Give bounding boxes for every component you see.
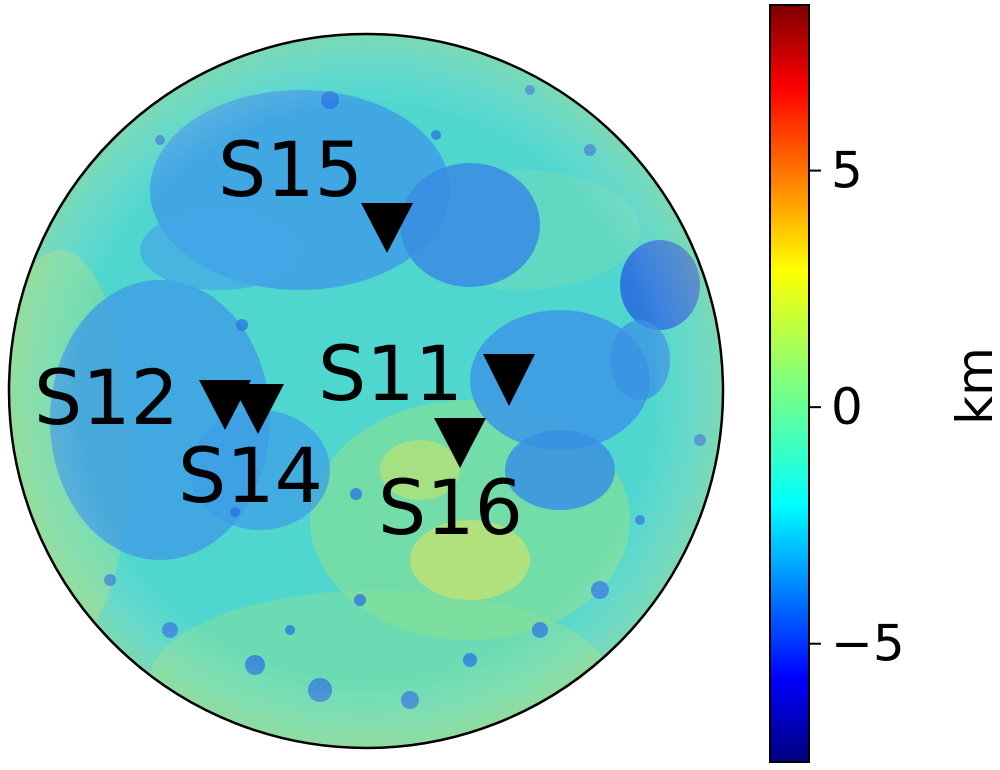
moon-disk <box>7 32 725 750</box>
colorbar-axis-label: km <box>946 347 1000 425</box>
station-s12-label: S12 <box>34 353 179 442</box>
colorbar-tick-label: 5 <box>831 142 863 200</box>
station-s16-label: S16 <box>378 463 523 552</box>
station-s15-triangle-marker <box>361 203 413 253</box>
station-s12: S12 <box>34 353 251 442</box>
station-s14-triangle-marker <box>232 384 284 434</box>
station-s16: S16 <box>378 418 523 552</box>
colorbar-tick-label: 0 <box>831 378 863 436</box>
elevation-colorbar: 5 0 −5 km <box>769 4 1000 763</box>
colorbar-tick-label: −5 <box>831 615 905 673</box>
station-s11-triangle-marker <box>483 354 535 406</box>
topography-shading <box>9 34 723 748</box>
station-s16-triangle-marker <box>434 418 486 468</box>
station-s14: S14 <box>178 384 323 520</box>
colorbar-gradient <box>769 4 810 763</box>
moon-limb-outline <box>7 32 725 750</box>
colorbar-ticks: 5 0 −5 <box>809 142 905 673</box>
station-markers: S15 S12 S14 S11 S16 <box>34 125 535 552</box>
station-s11-label: S11 <box>318 329 463 418</box>
station-s11: S11 <box>318 329 535 418</box>
station-s15: S15 <box>218 125 413 253</box>
station-s14-label: S14 <box>178 431 323 520</box>
station-s15-label: S15 <box>218 125 363 214</box>
